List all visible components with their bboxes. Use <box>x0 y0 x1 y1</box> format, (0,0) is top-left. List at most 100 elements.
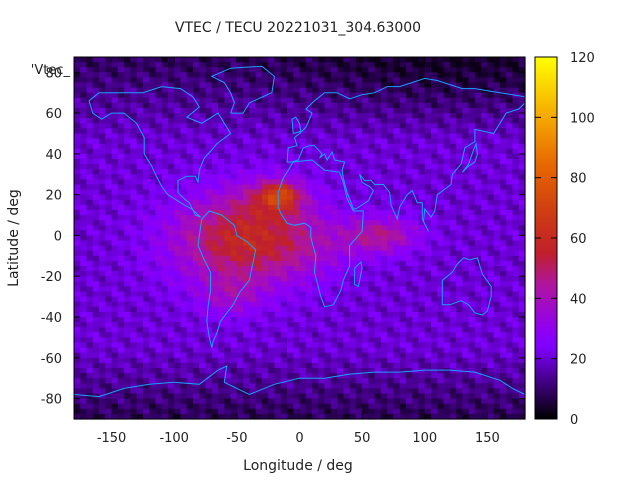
heatmap-cell <box>481 133 489 140</box>
heatmap-cell <box>80 153 88 160</box>
heatmap-cell <box>368 327 376 333</box>
heatmap-cell <box>199 118 207 124</box>
heatmap-cell <box>274 225 282 231</box>
heatmap-cell <box>180 128 188 135</box>
heatmap-cell <box>268 342 276 349</box>
heatmap-cell <box>374 327 382 333</box>
heatmap-cell <box>286 143 294 150</box>
heatmap-cell <box>343 393 351 400</box>
heatmap-cell <box>199 62 207 68</box>
heatmap-cell <box>249 317 257 323</box>
heatmap-cell <box>92 271 100 277</box>
heatmap-cell <box>86 133 94 140</box>
heatmap-cell <box>418 87 426 94</box>
heatmap-cell <box>299 342 307 349</box>
heatmap-cell <box>380 276 388 282</box>
heatmap-cell <box>493 184 501 191</box>
heatmap-cell <box>312 72 319 78</box>
heatmap-cell <box>180 164 188 170</box>
heatmap-cell <box>105 158 113 165</box>
heatmap-cell <box>280 169 288 175</box>
heatmap-cell <box>224 107 232 114</box>
heatmap-cell <box>349 306 357 313</box>
heatmap-cell <box>512 62 520 68</box>
heatmap-cell <box>305 286 313 293</box>
heatmap-cell <box>481 250 489 257</box>
heatmap-cell <box>268 215 276 221</box>
heatmap-cell <box>105 225 113 231</box>
heatmap-cell <box>449 102 457 109</box>
heatmap-cell <box>174 158 182 165</box>
heatmap-cell <box>318 352 326 359</box>
heatmap-cell <box>380 291 388 298</box>
heatmap-cell <box>236 77 244 84</box>
heatmap-cell <box>487 102 495 109</box>
heatmap-cell <box>274 209 282 216</box>
heatmap-cell <box>130 281 138 288</box>
heatmap-cell <box>199 368 207 374</box>
heatmap-cell <box>399 174 407 180</box>
heatmap-cell <box>218 393 225 400</box>
heatmap-cell <box>136 143 144 150</box>
heatmap-cell <box>405 347 413 354</box>
heatmap-cell <box>443 164 451 170</box>
heatmap-cell <box>418 352 426 359</box>
heatmap-cell <box>474 286 482 293</box>
heatmap-cell <box>74 362 81 369</box>
heatmap-cell <box>456 337 463 344</box>
heatmap-cell <box>456 164 463 170</box>
heatmap-cell <box>412 113 420 119</box>
heatmap-cell <box>136 62 144 68</box>
heatmap-cell <box>512 240 520 247</box>
heatmap-cell <box>412 204 420 211</box>
heatmap-cell <box>349 327 357 333</box>
heatmap-cell <box>149 82 157 89</box>
heatmap-cell <box>155 383 163 390</box>
heatmap-cell <box>124 342 131 349</box>
heatmap-cell <box>186 72 194 78</box>
heatmap-cell <box>199 250 207 257</box>
heatmap-cell <box>111 220 119 226</box>
heatmap-cell <box>305 311 313 318</box>
heatmap-cell <box>124 225 131 231</box>
heatmap-cell <box>136 337 144 344</box>
heatmap-cell <box>418 138 426 145</box>
heatmap-cell <box>286 113 294 119</box>
heatmap-cell <box>286 138 294 145</box>
heatmap-cell <box>431 388 438 395</box>
heatmap-cell <box>324 113 332 119</box>
heatmap-cell <box>161 128 169 135</box>
heatmap-cell <box>481 281 489 288</box>
heatmap-cell <box>224 118 232 124</box>
heatmap-cell <box>456 220 463 226</box>
heatmap-cell <box>74 317 81 323</box>
heatmap-cell <box>387 291 395 298</box>
heatmap-cell <box>355 133 363 140</box>
heatmap-cell <box>124 378 131 384</box>
heatmap-cell <box>437 72 445 78</box>
heatmap-cell <box>205 97 213 104</box>
heatmap-cell <box>343 332 351 339</box>
heatmap-cell <box>437 388 445 395</box>
heatmap-cell <box>124 118 131 124</box>
heatmap-cell <box>199 87 207 94</box>
heatmap-cell <box>324 204 332 211</box>
heatmap-cell <box>374 398 382 405</box>
heatmap-cell <box>92 184 100 191</box>
heatmap-cell <box>117 383 125 390</box>
heatmap-cell <box>142 57 150 63</box>
heatmap-cell <box>374 306 382 313</box>
heatmap-cell <box>186 57 194 63</box>
heatmap-cell <box>374 383 382 390</box>
heatmap-cell <box>399 107 407 114</box>
heatmap-cell <box>211 301 219 308</box>
heatmap-cell <box>274 311 282 318</box>
heatmap-cell <box>512 82 520 89</box>
heatmap-cell <box>324 296 332 303</box>
heatmap-cell <box>105 342 113 349</box>
heatmap-cell <box>518 67 526 73</box>
heatmap-cell <box>518 260 526 267</box>
heatmap-cell <box>280 240 288 247</box>
heatmap-cell <box>462 118 470 124</box>
heatmap-cell <box>224 148 232 155</box>
